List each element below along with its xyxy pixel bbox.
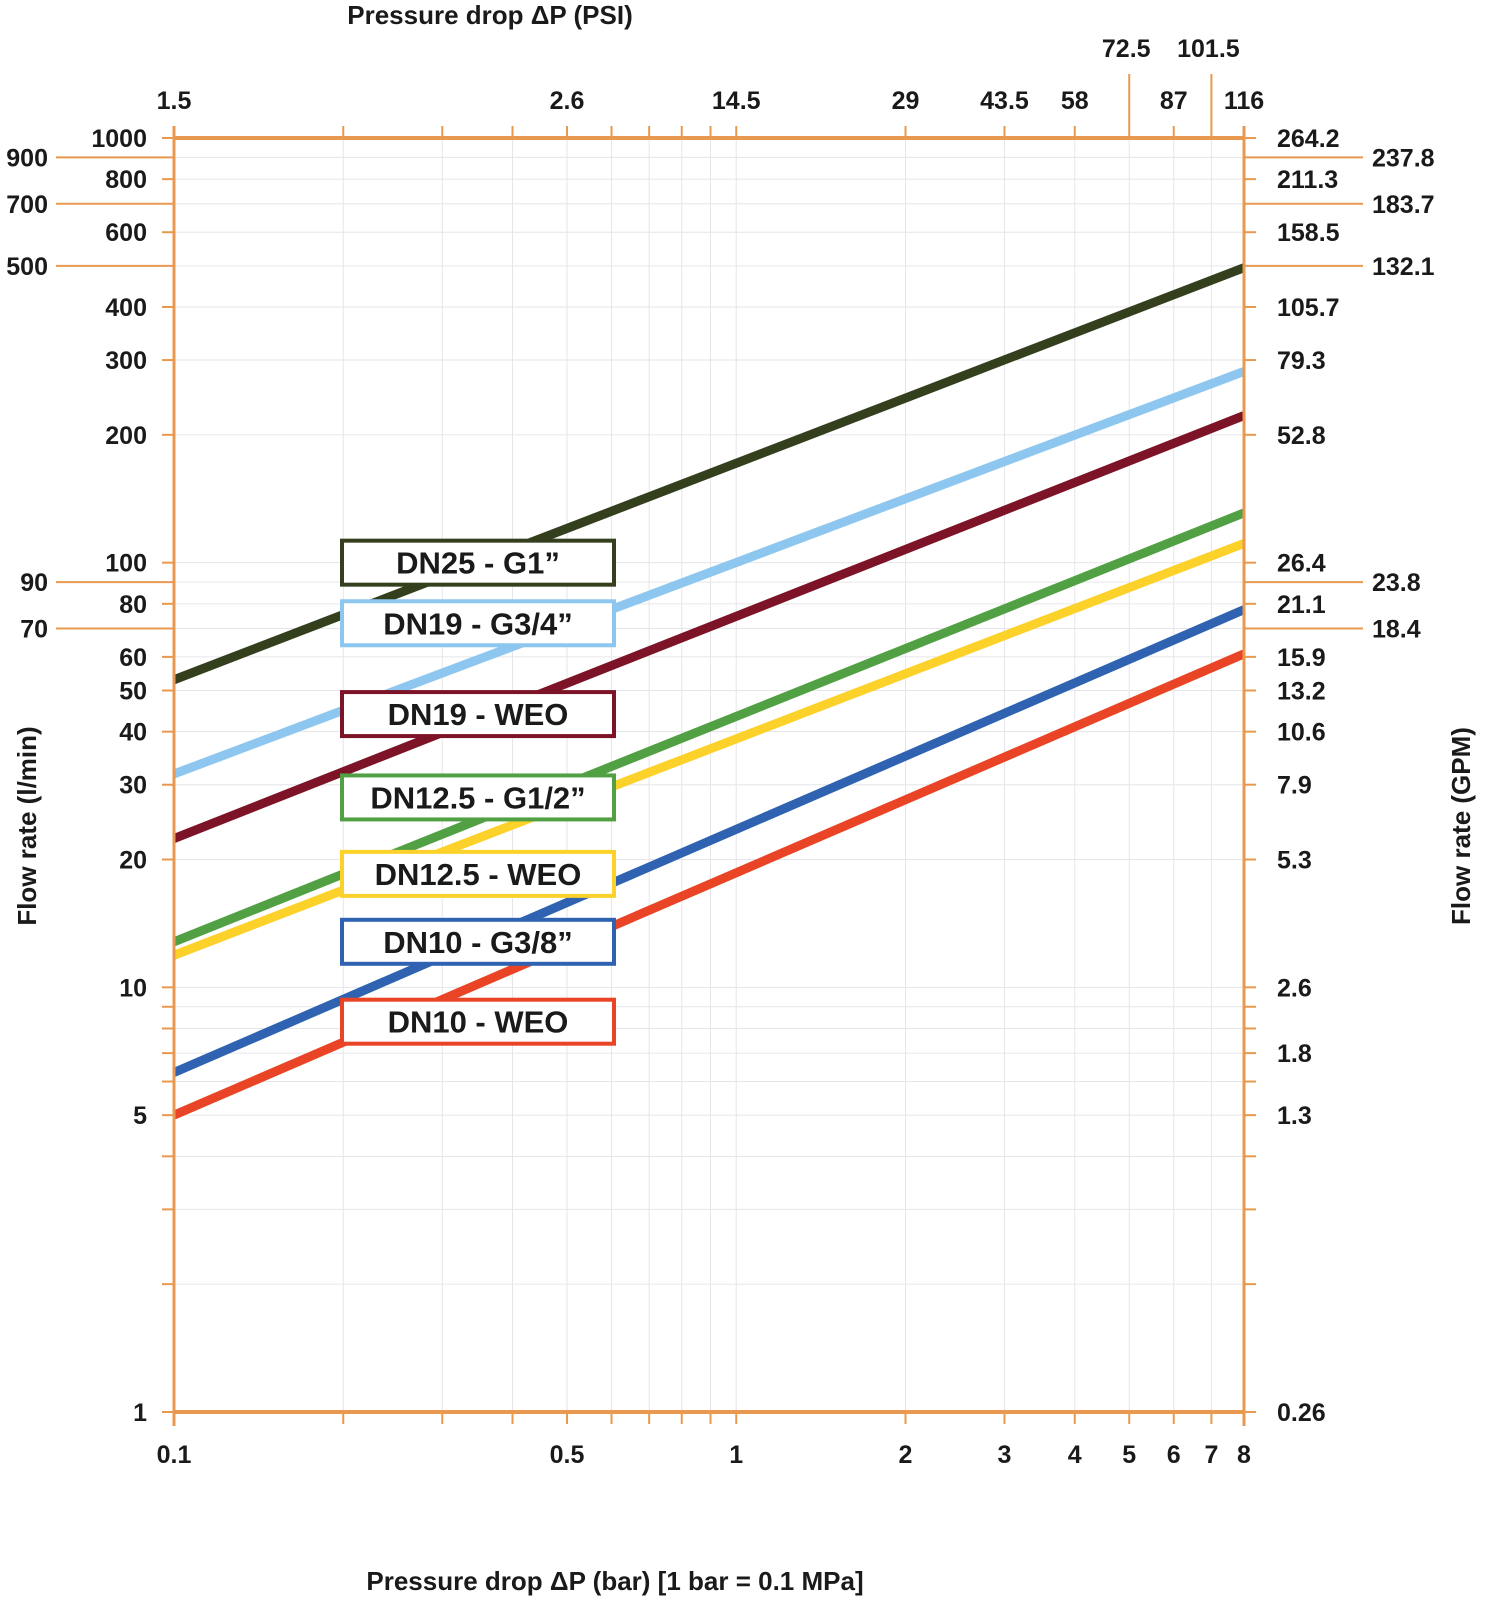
right-tick-label: 10.6 [1277, 719, 1326, 747]
left-tick-label: 10 [119, 974, 147, 1002]
top-tick-label: 87 [1160, 87, 1188, 115]
top-tick-label: 101.5 [1177, 35, 1240, 63]
legend-label-3: DN12.5 - G1/2” [370, 780, 585, 815]
right-tick-label: 18.4 [1372, 615, 1421, 643]
series-line-2 [172, 411, 1246, 843]
left-tick-label: 900 [6, 144, 48, 172]
left-tick-label: 5 [133, 1102, 147, 1130]
bottom-tick-label: 6 [1167, 1441, 1181, 1469]
left-tick-label: 50 [119, 678, 147, 706]
top-tick-label: 58 [1061, 87, 1089, 115]
left-tick-label: 20 [119, 846, 147, 874]
right-tick-label: 105.7 [1277, 294, 1340, 322]
top-tick-label: 14.5 [712, 87, 761, 115]
right-tick-label: 26.4 [1277, 550, 1326, 578]
right-tick-label: 1.8 [1277, 1040, 1312, 1068]
series-layer [172, 263, 1246, 1120]
series-line-4 [172, 539, 1246, 960]
left-tick-label: 800 [105, 166, 147, 194]
bottom-tick-label: 2 [899, 1441, 913, 1469]
left-tick-label: 40 [119, 719, 147, 747]
right-tick-label: 0.26 [1277, 1399, 1326, 1427]
legend-label-4: DN12.5 - WEO [375, 857, 582, 892]
left-axis-title: Flow rate (l/min) [12, 726, 42, 925]
right-tick-label: 183.7 [1372, 191, 1435, 219]
right-tick-label: 79.3 [1277, 347, 1326, 375]
top-axis-title: Pressure drop ΔP (PSI) [347, 0, 633, 30]
right-tick-label: 158.5 [1277, 219, 1340, 247]
top-tick-label: 2.6 [550, 87, 585, 115]
bottom-tick-label: 8 [1237, 1441, 1251, 1469]
left-tick-label: 60 [119, 644, 147, 672]
left-tick-label: 300 [105, 347, 147, 375]
legend-label-2: DN19 - WEO [388, 697, 569, 732]
top-tick-label: 1.5 [157, 87, 192, 115]
left-tick-label: 400 [105, 294, 147, 322]
left-tick-label: 100 [105, 550, 147, 578]
left-tick-label: 70 [20, 615, 48, 643]
top-tick-label: 116 [1224, 87, 1264, 115]
bottom-tick-label: 1 [729, 1441, 743, 1469]
legend-label-6: DN10 - WEO [388, 1005, 569, 1040]
left-tick-label: 1 [133, 1399, 147, 1427]
right-tick-label: 5.3 [1277, 846, 1312, 874]
legend-label-5: DN10 - G3/8” [383, 925, 573, 960]
series-line-0 [172, 263, 1246, 684]
right-tick-label: 23.8 [1372, 569, 1421, 597]
top-tick-label: 72.5 [1102, 35, 1151, 63]
right-tick-label: 13.2 [1277, 678, 1326, 706]
right-tick-label: 1.3 [1277, 1102, 1312, 1130]
legend-box-5 [340, 917, 616, 966]
legend-box-6 [340, 997, 616, 1046]
left-tick-label: 90 [20, 569, 48, 597]
legend: DN25 - G1” DN19 - G3/4” DN19 - WEO DN12.5 -… [340, 538, 616, 1046]
left-tick-label: 500 [6, 253, 48, 281]
left-tick-label: 30 [119, 772, 147, 800]
left-tick-label: 80 [119, 591, 147, 619]
right-tick-label: 264.2 [1277, 125, 1340, 153]
left-tick-label: 1000 [91, 125, 147, 153]
right-tick-label: 132.1 [1372, 253, 1435, 281]
bottom-tick-label: 0.1 [157, 1441, 192, 1469]
bottom-tick-label: 0.5 [550, 1441, 585, 1469]
right-tick-label: 52.8 [1277, 422, 1326, 450]
legend-box-1 [340, 599, 616, 648]
right-tick-label: 21.1 [1277, 591, 1326, 619]
left-tick-label: 700 [6, 191, 48, 219]
series-line-5 [172, 605, 1246, 1077]
bottom-axis-title: Pressure drop ΔP (bar) [1 bar = 0.1 MPa] [366, 1566, 863, 1596]
top-tick-label: 43.5 [980, 87, 1029, 115]
right-tick-label: 2.6 [1277, 974, 1312, 1002]
bottom-tick-label: 5 [1122, 1441, 1136, 1469]
bottom-tick-label: 4 [1068, 1441, 1082, 1469]
legend-box-0 [340, 538, 616, 587]
left-tick-label: 200 [105, 422, 147, 450]
legend-box-4 [340, 849, 616, 898]
legend-box-3 [340, 773, 616, 822]
axes: 0.1 0.5 1 2 3 4 5 6 7 81.5 2.6 14.5 29 43.5 5872.58710… [6, 35, 1434, 1469]
right-tick-label: 15.9 [1277, 644, 1326, 672]
legend-label-0: DN25 - G1” [396, 546, 560, 581]
legend-label-1: DN19 - G3/4” [383, 606, 573, 641]
right-tick-label: 211.3 [1277, 166, 1338, 194]
top-tick-label: 29 [892, 87, 920, 115]
left-tick-label: 600 [105, 219, 147, 247]
legend-box-2 [340, 690, 616, 739]
right-tick-label: 237.8 [1372, 144, 1435, 172]
right-tick-label: 7.9 [1277, 772, 1312, 800]
right-axis-title: Flow rate (GPM) [1446, 727, 1476, 925]
bottom-tick-label: 3 [998, 1441, 1012, 1469]
bottom-tick-label: 7 [1204, 1441, 1218, 1469]
